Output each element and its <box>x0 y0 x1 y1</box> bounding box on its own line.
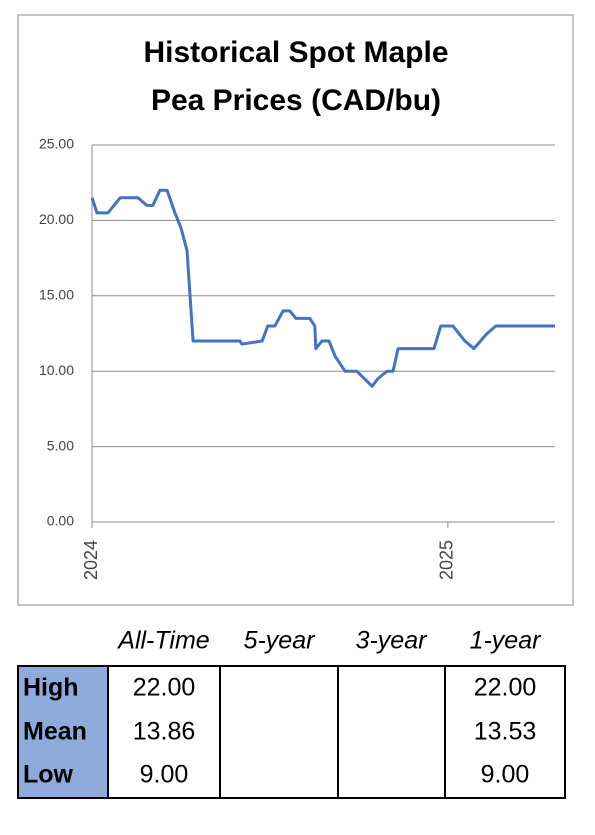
y-tick-label: 20.00 <box>39 211 74 227</box>
y-tick-label: 15.00 <box>39 287 74 303</box>
column-header: All-Time <box>116 627 209 655</box>
price-line <box>90 188 555 388</box>
row-label: High <box>23 674 79 702</box>
y-tick-label: 25.00 <box>39 136 74 152</box>
column-header: 1-year <box>470 627 543 655</box>
column-header: 3-year <box>356 627 429 655</box>
table-cell: 22.00 <box>133 674 196 702</box>
title-line: Historical Spot Maple <box>143 36 448 69</box>
table-cell: 9.00 <box>481 761 530 789</box>
y-tick-label: 5.00 <box>47 437 74 453</box>
y-tick-label: 10.00 <box>39 362 74 378</box>
table-frame <box>17 665 566 799</box>
x-tick-label: 2025 <box>437 540 457 580</box>
column-header: 5-year <box>244 627 317 655</box>
row-label: Low <box>23 761 74 789</box>
y-tick-label: 0.00 <box>47 513 74 529</box>
table-cell: 13.86 <box>133 718 196 746</box>
chart-title: Historical Spot Maple Pea Prices (CAD/bu) <box>143 36 448 117</box>
table-cell: 13.53 <box>474 718 537 746</box>
row-label: Mean <box>23 718 87 746</box>
x-tick-label: 2024 <box>81 540 101 580</box>
row-label-fill <box>18 666 108 798</box>
table-cell: 22.00 <box>474 674 537 702</box>
chart-frame <box>17 14 574 606</box>
title-line: Pea Prices (CAD/bu) <box>151 84 441 117</box>
table-cell: 9.00 <box>140 761 189 789</box>
